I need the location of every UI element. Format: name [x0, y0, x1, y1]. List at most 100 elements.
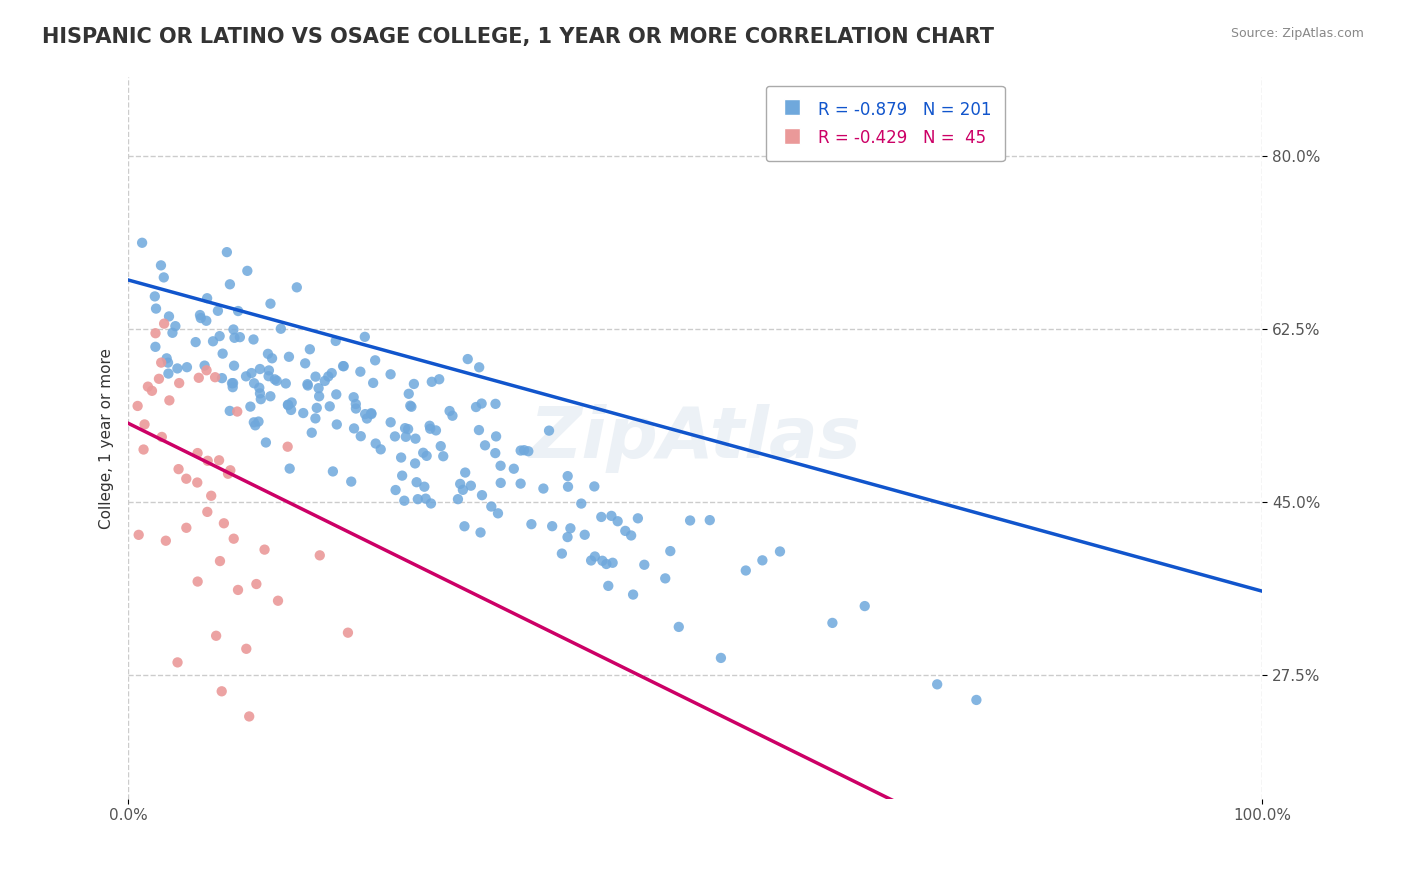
Hispanics or Latinos — [468, 360, 491, 375]
Hispanics or Latinos — [274, 376, 297, 391]
Hispanics or Latinos — [513, 443, 536, 458]
Hispanics or Latinos — [699, 513, 721, 527]
Hispanics or Latinos — [633, 558, 655, 572]
Hispanics or Latinos — [591, 554, 613, 568]
Hispanics or Latinos — [425, 424, 447, 438]
Hispanics or Latinos — [211, 371, 233, 385]
Hispanics or Latinos — [471, 396, 494, 410]
Legend: R = -0.879   N = 201, R = -0.429   N =  45: R = -0.879 N = 201, R = -0.429 N = 45 — [766, 86, 1005, 161]
Hispanics or Latinos — [485, 429, 508, 443]
Hispanics or Latinos — [301, 425, 323, 440]
Hispanics or Latinos — [427, 372, 450, 386]
Hispanics or Latinos — [517, 444, 540, 458]
Hispanics or Latinos — [384, 429, 406, 443]
Hispanics or Latinos — [254, 435, 277, 450]
Hispanics or Latinos — [349, 365, 371, 379]
Hispanics or Latinos — [236, 264, 259, 278]
Hispanics or Latinos — [242, 333, 264, 347]
Osage — [226, 582, 249, 597]
Hispanics or Latinos — [537, 424, 560, 438]
Hispanics or Latinos — [457, 352, 479, 367]
Hispanics or Latinos — [188, 308, 211, 322]
Hispanics or Latinos — [211, 346, 233, 360]
Hispanics or Latinos — [194, 359, 217, 373]
Hispanics or Latinos — [399, 399, 422, 413]
Hispanics or Latinos — [152, 270, 174, 285]
Hispanics or Latinos — [474, 438, 496, 452]
Hispanics or Latinos — [502, 461, 524, 475]
Hispanics or Latinos — [453, 519, 475, 533]
Hispanics or Latinos — [927, 677, 949, 691]
Hispanics or Latinos — [266, 374, 288, 388]
Hispanics or Latinos — [413, 480, 436, 494]
Hispanics or Latinos — [583, 479, 606, 493]
Hispanics or Latinos — [165, 319, 187, 334]
Hispanics or Latinos — [319, 400, 342, 414]
Hispanics or Latinos — [143, 289, 166, 303]
Hispanics or Latinos — [614, 524, 637, 538]
Hispanics or Latinos — [380, 368, 402, 382]
Osage — [226, 404, 249, 418]
Osage — [235, 641, 257, 656]
Hispanics or Latinos — [364, 436, 387, 450]
Hispanics or Latinos — [222, 322, 245, 336]
Osage — [197, 454, 219, 468]
Hispanics or Latinos — [247, 381, 270, 395]
Hispanics or Latinos — [157, 310, 180, 324]
Hispanics or Latinos — [343, 390, 366, 404]
Hispanics or Latinos — [454, 466, 477, 480]
Hispanics or Latinos — [249, 362, 271, 376]
Hispanics or Latinos — [679, 514, 702, 528]
Hispanics or Latinos — [405, 432, 427, 446]
Osage — [253, 542, 276, 557]
Hispanics or Latinos — [579, 553, 602, 567]
Hispanics or Latinos — [277, 398, 299, 412]
Hispanics or Latinos — [280, 395, 302, 409]
Hispanics or Latinos — [222, 359, 245, 373]
Hispanics or Latinos — [509, 443, 531, 458]
Hispanics or Latinos — [259, 389, 281, 403]
Hispanics or Latinos — [215, 245, 238, 260]
Hispanics or Latinos — [343, 421, 366, 435]
Osage — [128, 528, 150, 542]
Osage — [195, 505, 218, 519]
Hispanics or Latinos — [520, 517, 543, 532]
Hispanics or Latinos — [415, 491, 437, 506]
Hispanics or Latinos — [598, 579, 620, 593]
Hispanics or Latinos — [202, 334, 225, 349]
Hispanics or Latinos — [394, 421, 416, 435]
Hispanics or Latinos — [247, 415, 270, 429]
Hispanics or Latinos — [360, 407, 382, 421]
Hispanics or Latinos — [222, 376, 245, 391]
Osage — [153, 317, 176, 331]
Hispanics or Latinos — [398, 386, 420, 401]
Hispanics or Latinos — [470, 525, 492, 540]
Hispanics or Latinos — [156, 351, 179, 366]
Hispanics or Latinos — [321, 366, 343, 380]
Hispanics or Latinos — [404, 457, 426, 471]
Osage — [166, 656, 188, 670]
Hispanics or Latinos — [402, 376, 425, 391]
Hispanics or Latinos — [235, 369, 257, 384]
Osage — [187, 371, 209, 385]
Hispanics or Latinos — [583, 549, 606, 564]
Osage — [150, 356, 173, 370]
Hispanics or Latinos — [344, 397, 367, 411]
Osage — [127, 399, 149, 413]
Hispanics or Latinos — [166, 361, 188, 376]
Hispanics or Latinos — [489, 475, 512, 490]
Hispanics or Latinos — [243, 376, 266, 391]
Hispanics or Latinos — [451, 483, 474, 497]
Osage — [187, 446, 209, 460]
Hispanics or Latinos — [370, 442, 392, 457]
Osage — [267, 593, 290, 607]
Hispanics or Latinos — [429, 439, 451, 453]
Hispanics or Latinos — [659, 544, 682, 558]
Osage — [157, 393, 180, 408]
Osage — [167, 462, 190, 476]
Osage — [208, 453, 231, 467]
Osage — [277, 440, 299, 454]
Hispanics or Latinos — [602, 556, 624, 570]
Hispanics or Latinos — [356, 411, 378, 425]
Osage — [238, 709, 260, 723]
